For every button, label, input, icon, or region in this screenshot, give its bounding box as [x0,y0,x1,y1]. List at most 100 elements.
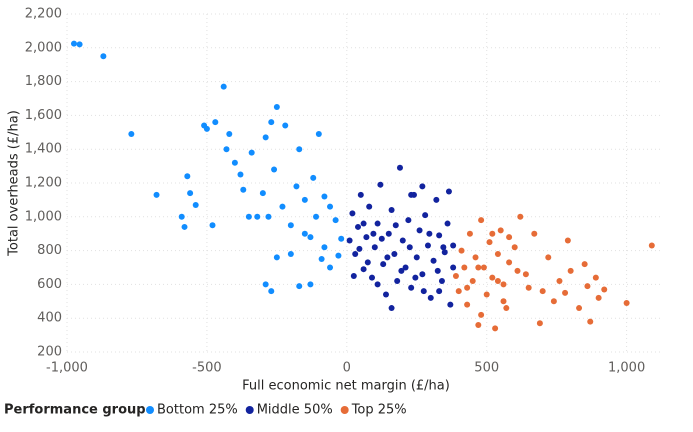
y-tick-label: 2,000 [25,40,62,55]
point [550,298,557,305]
point [254,213,261,220]
point [436,288,443,295]
point [356,245,363,252]
point [187,190,194,197]
point [464,301,471,308]
point [427,294,434,301]
point [301,196,308,203]
point [567,267,574,274]
point [419,183,426,190]
point [483,291,490,298]
y-tick-label: 1,800 [25,74,62,89]
y-tick-label: 2,200 [25,7,62,22]
point [517,213,524,220]
point [511,244,518,251]
point [385,230,392,237]
point [648,242,655,249]
point [445,188,452,195]
point [464,284,471,291]
point [478,217,485,224]
point [424,242,431,249]
y-tick-label: 200 [37,345,62,360]
point [562,289,569,296]
point [408,284,415,291]
point [447,301,454,308]
point [296,283,303,290]
point [581,261,588,268]
y-tick-label: 800 [37,243,62,258]
point [416,227,423,234]
point [500,281,507,288]
point [268,288,275,295]
x-axis-title: Full economic net margin (£/ha) [242,379,450,394]
point [584,283,591,290]
point [595,294,602,301]
point [349,210,356,217]
point [282,122,289,129]
point [392,222,399,229]
legend-label: Middle 50% [257,403,333,418]
point [475,264,482,271]
legend-marker [146,406,154,414]
point [438,278,445,285]
point [394,278,401,285]
point [346,237,353,244]
point [564,237,571,244]
point [426,230,433,237]
point [489,230,496,237]
point [100,53,107,60]
point [374,220,381,227]
point [398,267,405,274]
point [444,220,451,227]
point [223,146,230,153]
point [486,239,493,246]
point [497,227,504,234]
point [313,213,320,220]
point [434,267,441,274]
point [469,278,476,285]
point [352,250,359,257]
point [587,318,594,325]
point [237,171,244,178]
point [184,173,191,180]
point [452,272,459,279]
point [363,234,370,241]
point [422,212,429,219]
point [268,119,275,126]
point [522,271,529,278]
point [378,235,385,242]
point [556,278,563,285]
point [420,288,427,295]
point [273,103,280,110]
x-tick-label: -500 [192,361,222,376]
point [153,191,160,198]
point [436,232,443,239]
point [461,264,468,271]
point [623,299,630,306]
point [128,130,135,137]
point [240,186,247,193]
point [466,230,473,237]
legend-label: Top 25% [351,403,407,418]
point [475,321,482,328]
point [203,125,210,132]
point [265,213,272,220]
point [338,235,345,242]
x-tick-label: 500 [474,361,499,376]
point [307,281,314,288]
point [262,134,269,141]
point [531,230,538,237]
point [301,230,308,237]
point [480,264,487,271]
point [576,305,583,312]
point [377,181,384,188]
point [399,237,406,244]
point [318,256,325,263]
point [384,254,391,261]
point [441,249,448,256]
y-tick-label: 600 [37,277,62,292]
point [494,278,501,285]
point [388,305,395,312]
point [271,166,278,173]
